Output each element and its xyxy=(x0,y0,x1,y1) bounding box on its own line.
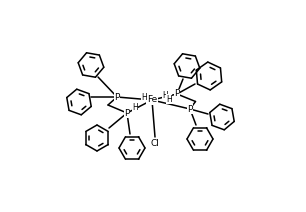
Text: H: H xyxy=(162,92,168,100)
Text: Cl: Cl xyxy=(151,138,159,148)
Text: H: H xyxy=(141,92,147,102)
Text: P: P xyxy=(124,109,130,117)
Text: P: P xyxy=(114,92,120,102)
Text: P: P xyxy=(187,105,193,113)
Text: H: H xyxy=(166,95,172,103)
Text: P: P xyxy=(174,89,180,99)
Text: Fe: Fe xyxy=(147,95,157,105)
Text: H: H xyxy=(132,103,138,113)
